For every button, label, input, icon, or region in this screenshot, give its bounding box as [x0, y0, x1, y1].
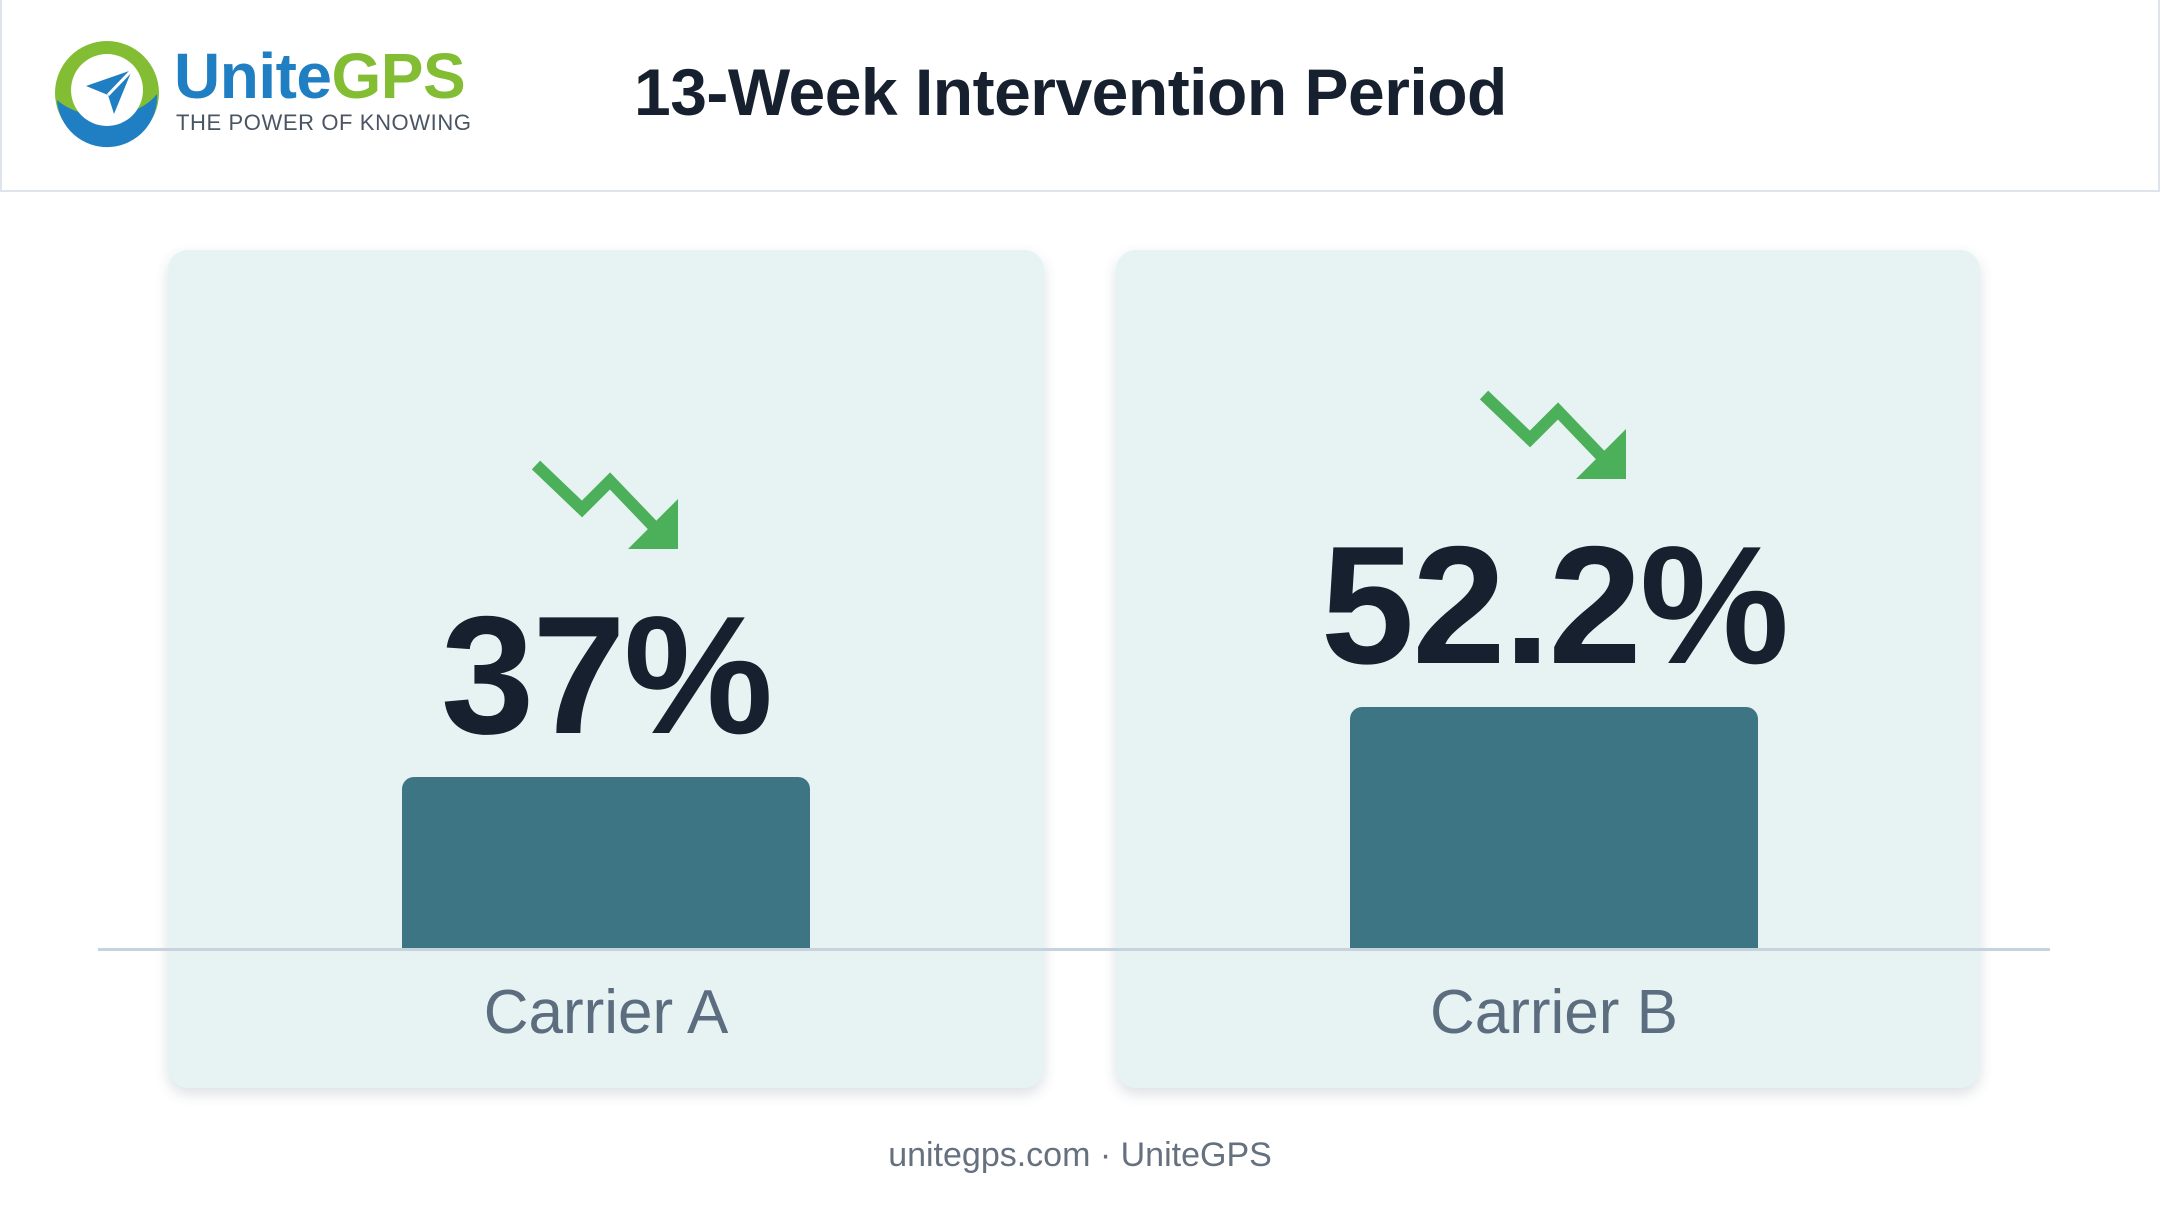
bar-carrier-a: [402, 777, 810, 948]
chart-baseline: [98, 948, 2050, 951]
trend-down-icon: [1479, 391, 1626, 480]
header-bar: UniteGPS THE POWER OF KNOWING 13-Week In…: [0, 0, 2160, 192]
brand-name: UniteGPS: [174, 44, 466, 108]
category-label-carrier-b: Carrier B: [1429, 978, 1679, 1047]
category-label-carrier-a: Carrier A: [483, 978, 729, 1047]
footer-credit: unitegps.com · UniteGPS: [888, 1136, 1272, 1174]
bar-carrier-b: [1350, 707, 1758, 948]
brand-name-unite: Unite: [174, 40, 332, 112]
logo-mark-icon: [55, 41, 159, 148]
trend-down-icon: [531, 461, 678, 550]
brand-logo[interactable]: UniteGPS THE POWER OF KNOWING: [52, 38, 612, 148]
page-title: 13-Week Intervention Period: [634, 55, 1507, 129]
value-label-carrier-a: 37%: [440, 581, 773, 770]
brand-name-gps: GPS: [331, 40, 466, 112]
value-label-carrier-b: 52.2%: [1320, 511, 1789, 700]
brand-tagline: THE POWER OF KNOWING: [176, 110, 472, 135]
